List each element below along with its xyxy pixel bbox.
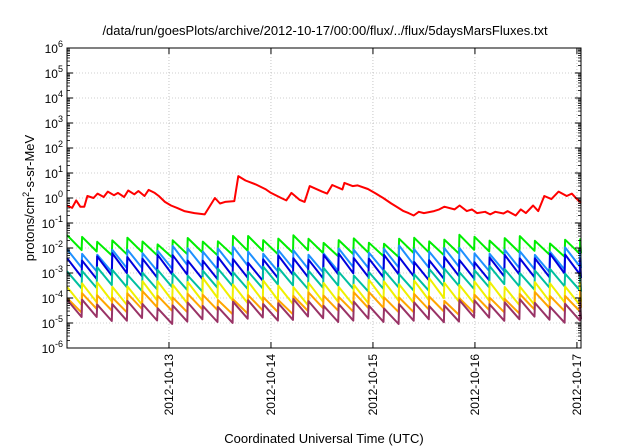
x-tick-label: 2012-10-14: [264, 354, 278, 416]
y-tick-label: 10-1: [42, 214, 63, 231]
y-tick-label: 10-5: [42, 314, 63, 331]
x-tick-label: 2012-10-13: [162, 354, 176, 416]
series-group: [66, 175, 582, 325]
y-tick-label: 103: [45, 114, 63, 131]
y-tick-label: 102: [45, 139, 63, 156]
series-line: [66, 298, 582, 325]
y-tick-label: 10-6: [42, 339, 63, 356]
x-tick-label: 2012-10-16: [468, 354, 482, 416]
series-line: [66, 265, 582, 293]
y-tick-label: 106: [45, 39, 63, 56]
y-axis: 106 105 104 103 102 101 100 10-1 10-2 10-3 10-4 10-…: [42, 39, 581, 356]
chart-title: /data/run/goesPlots/archive/2012-10-17/0…: [102, 23, 548, 38]
y-tick-label: 104: [45, 89, 63, 106]
series-line: [66, 252, 582, 282]
series-line: [66, 175, 582, 217]
x-axis-label: Coordinated Universal Time (UTC): [224, 431, 423, 446]
y-tick-label: 10-2: [42, 239, 63, 256]
x-axis: 2012-10-13 2012-10-14 2012-10-15 2012-10-16…: [162, 48, 584, 415]
y-axis-label: protons/cm2-s-sr-MeV: [21, 134, 37, 261]
y-tick-label: 10-3: [42, 264, 63, 281]
series-line: [66, 277, 582, 307]
x-tick-label: 2012-10-15: [366, 354, 380, 416]
y-tick-label: 10-4: [42, 289, 63, 306]
y-tick-label: 105: [45, 64, 63, 81]
y-tick-label: 100: [45, 189, 63, 206]
x-tick-label: 2012-10-17: [570, 354, 584, 416]
y-tick-label: 101: [45, 164, 63, 181]
